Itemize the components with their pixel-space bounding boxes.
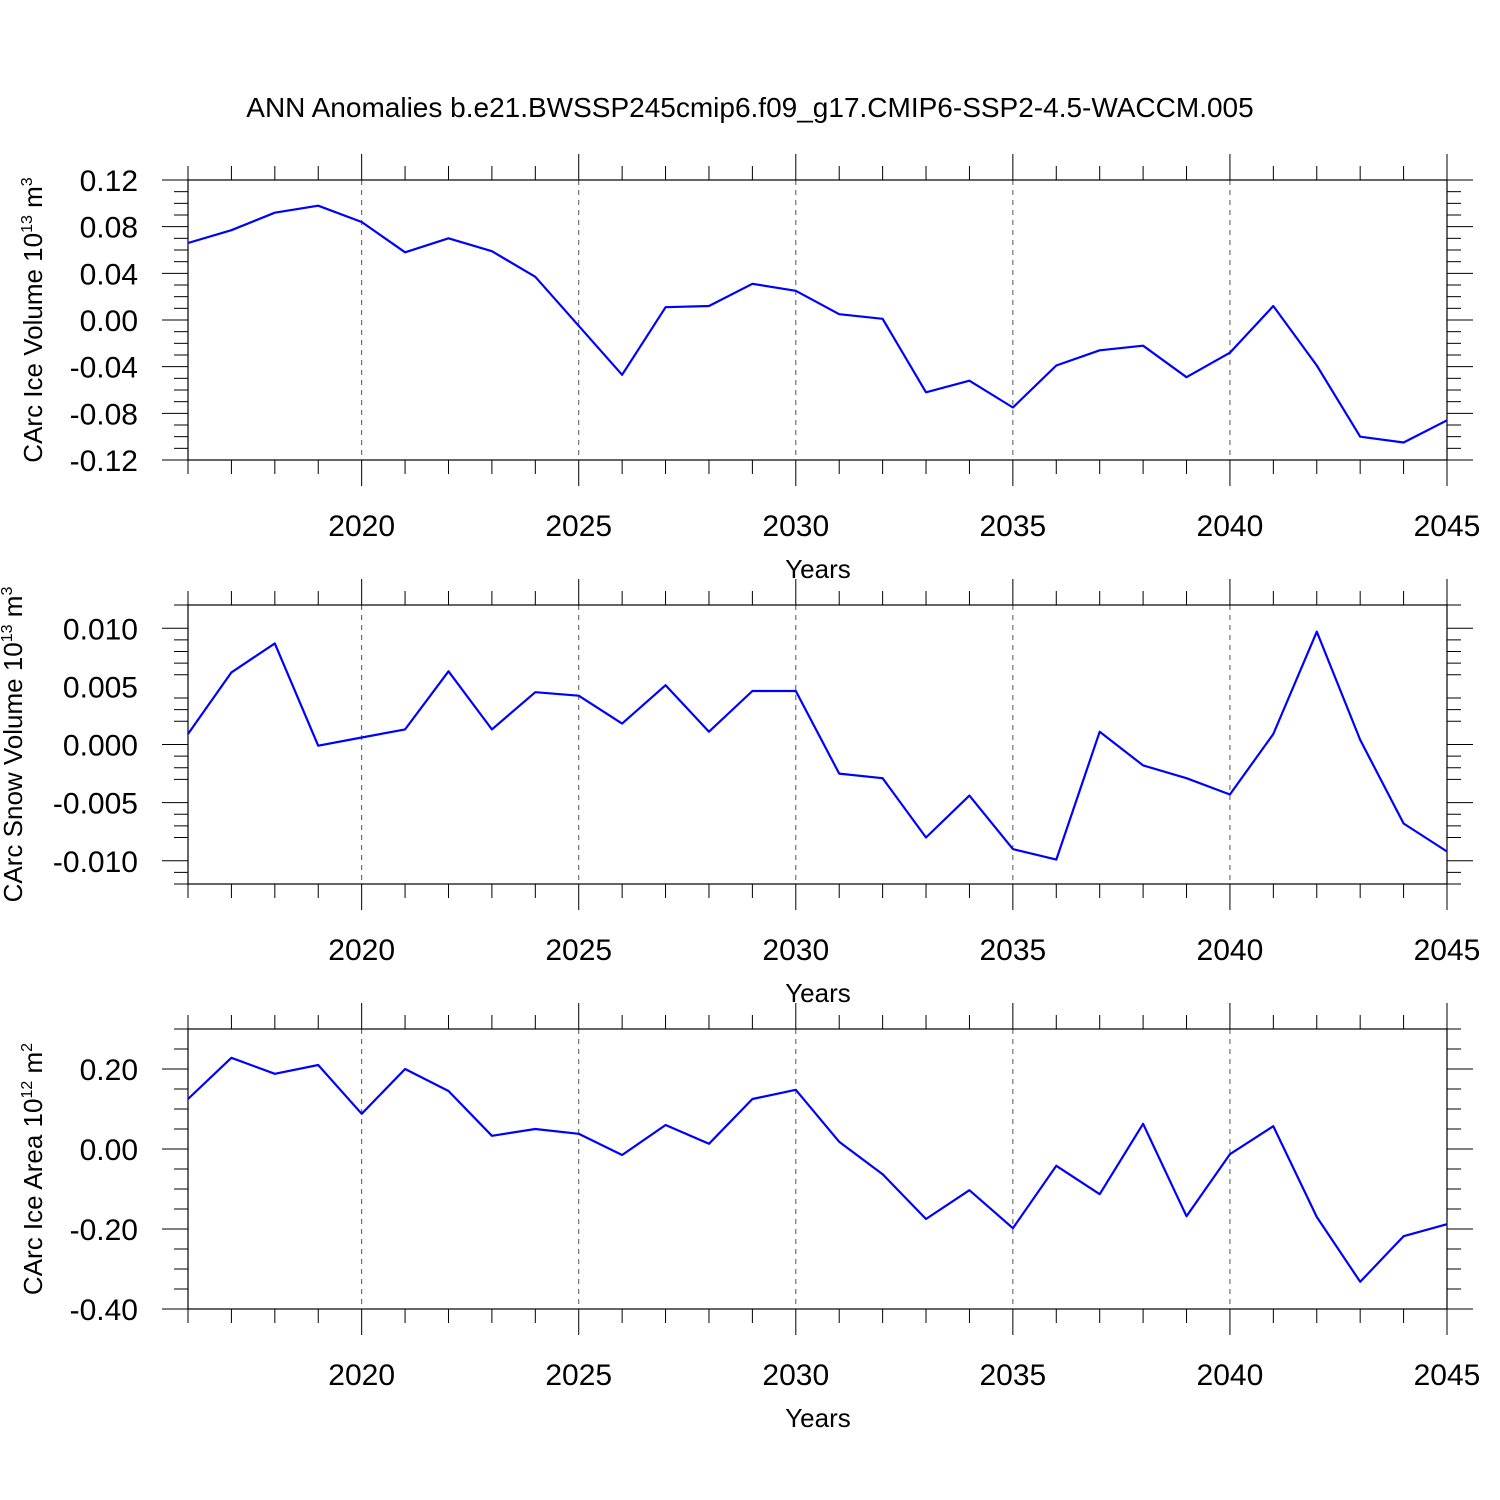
x-tick-label: 2030: [762, 510, 829, 543]
y-tick-label: 0.000: [63, 730, 138, 763]
x-axis-label: Years: [785, 554, 851, 584]
panel-ice-volume: -0.12 -0.08 -0.04 0.00 0.04 0.08 0.12 2020 2025 2…: [18, 154, 1480, 584]
y-tick-label: 0.12: [80, 165, 138, 198]
x-tick-label: 2045: [1414, 510, 1481, 543]
figure-title: ANN Anomalies b.e21.BWSSP245cmip6.f09_g1…: [246, 92, 1253, 123]
x-tick-label: 2045: [1414, 934, 1481, 967]
x-tick-label: 2030: [762, 1359, 829, 1392]
panel-snow-volume: -0.010 -0.005 0.000 0.005 0.010 2020 2025 2030 2…: [0, 579, 1480, 1008]
y-axis-label: CArc Ice Area 1012 m2: [18, 1043, 48, 1295]
x-tick-label: 2025: [545, 1359, 612, 1392]
y-tick-label: -0.010: [53, 846, 138, 879]
panels: -0.12 -0.08 -0.04 0.00 0.04 0.08 0.12 2020 2025 2…: [0, 154, 1480, 1433]
y-tick-label: -0.12: [70, 445, 138, 478]
y-tick-label: -0.005: [53, 788, 138, 821]
x-tick-label: 2025: [545, 934, 612, 967]
x-tick-label: 2020: [328, 510, 395, 543]
y-tick-label: 0.00: [80, 305, 138, 338]
y-tick-label: 0.00: [80, 1134, 138, 1167]
plot-frame: [187, 1028, 1448, 1310]
y-tick-label: -0.20: [70, 1214, 138, 1247]
y-axis-label: CArc Ice Volume 1013 m3: [18, 177, 48, 462]
x-tick-label: 2045: [1414, 1359, 1481, 1392]
x-tick-label: 2035: [979, 1359, 1046, 1392]
x-tick-label: 2020: [328, 1359, 395, 1392]
y-axis-label: CArc Snow Volume 1013 m3: [0, 587, 28, 903]
x-tick-label: 2040: [1197, 510, 1264, 543]
y-tick-label: -0.40: [70, 1294, 138, 1327]
y-tick-label: 0.010: [63, 613, 138, 646]
x-tick-label: 2040: [1197, 934, 1264, 967]
x-tick-label: 2035: [979, 934, 1046, 967]
x-tick-label: 2030: [762, 934, 829, 967]
series-line: [187, 630, 1448, 861]
x-tick-label: 2020: [328, 934, 395, 967]
x-tick-label: 2040: [1197, 1359, 1264, 1392]
y-tick-label: 0.08: [80, 212, 138, 245]
series-line: [187, 204, 1448, 444]
panel-ice-area: -0.40 -0.20 0.00 0.20 2020 2025 2030 2035 2040 20…: [18, 1003, 1480, 1433]
series-line: [187, 1056, 1448, 1283]
x-tick-label: 2035: [979, 510, 1046, 543]
y-tick-label: 0.20: [80, 1054, 138, 1087]
plot-frame: [187, 604, 1448, 885]
x-tick-label: 2025: [545, 510, 612, 543]
y-tick-label: -0.08: [70, 398, 138, 431]
x-axis-label: Years: [785, 1403, 851, 1433]
x-axis-label: Years: [785, 978, 851, 1008]
plot-frame: [187, 179, 1448, 461]
y-tick-label: 0.005: [63, 671, 138, 704]
y-tick-label: 0.04: [80, 258, 138, 291]
y-tick-label: -0.04: [70, 352, 138, 385]
